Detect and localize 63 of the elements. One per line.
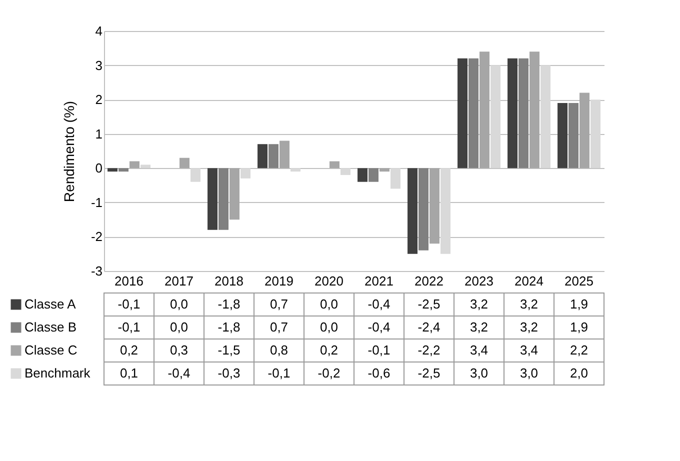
data-label: 3,4	[470, 342, 488, 358]
x-tick-label: 2020	[314, 274, 344, 288]
legend-label: Classe A	[24, 296, 76, 312]
x-tick-label: 2022	[414, 274, 444, 288]
data-label: 0,7	[270, 320, 288, 334]
y-tick-label: -3	[90, 264, 102, 278]
data-label: -0,6	[368, 366, 390, 380]
data-label: 0,8	[270, 342, 288, 358]
data-label: -0,1	[118, 320, 140, 334]
y-tick-label: -2	[90, 229, 102, 244]
data-label: -1,8	[218, 320, 240, 334]
legend-label: Classe B	[24, 320, 77, 334]
data-label: 0,0	[170, 296, 188, 312]
data-label: -0,4	[368, 296, 390, 312]
data-label: -0,1	[368, 342, 390, 358]
data-label: -1,8	[218, 296, 240, 312]
y-tick-label: 4	[95, 24, 102, 38]
data-label: 3,2	[470, 296, 488, 312]
legend-label: Benchmark	[24, 366, 91, 380]
y-axis-title: Rendimento (%)	[60, 100, 77, 202]
x-tick-label: 2016	[114, 274, 144, 288]
data-label: 0,2	[120, 342, 138, 358]
data-label: 3,2	[520, 296, 538, 312]
y-tick-label: 1	[95, 126, 102, 142]
data-label: 3,0	[520, 366, 538, 380]
y-tick-label: 0	[95, 160, 102, 176]
y-tick-label: 2	[95, 92, 102, 108]
data-label: 1,9	[570, 320, 588, 334]
legend-label: Classe C	[24, 342, 78, 358]
data-label: -2,2	[418, 342, 440, 358]
data-label: 0,3	[170, 342, 188, 358]
x-tick-label: 2019	[264, 274, 294, 288]
data-label: 0,2	[320, 342, 338, 358]
x-tick-label: 2021	[364, 274, 394, 288]
x-tick-label: 2017	[164, 274, 194, 288]
data-label: 2,0	[570, 366, 588, 380]
data-label: 0,1	[120, 366, 138, 380]
data-label: 3,2	[470, 320, 488, 334]
data-label: -0,3	[218, 366, 240, 380]
data-label: 1,9	[570, 296, 588, 312]
x-tick-label: 2025	[564, 274, 594, 288]
x-tick-label: 2018	[214, 274, 244, 288]
data-label: -0,2	[318, 366, 340, 380]
data-label: -2,5	[418, 366, 440, 380]
data-label: 3,4	[520, 342, 538, 358]
y-tick-label: 3	[95, 58, 102, 73]
data-label: 0,0	[320, 320, 338, 334]
data-label: -0,1	[118, 296, 140, 312]
data-label: 3,2	[520, 320, 538, 334]
data-label: -1,5	[218, 342, 240, 358]
data-label: 0,0	[320, 296, 338, 312]
x-tick-label: 2024	[514, 274, 544, 288]
data-label: 0,7	[270, 296, 288, 312]
data-label: 3,0	[470, 366, 488, 380]
data-label: -0,4	[368, 320, 390, 334]
data-label: -0,1	[268, 366, 290, 380]
data-label: -2,4	[418, 320, 440, 334]
data-label: -2,5	[418, 296, 440, 312]
y-tick-label: -1	[90, 194, 102, 210]
data-label: -0,4	[168, 366, 190, 380]
x-tick-label: 2023	[464, 274, 494, 288]
data-label: 2,2	[570, 342, 588, 358]
data-label: 0,0	[170, 320, 188, 334]
